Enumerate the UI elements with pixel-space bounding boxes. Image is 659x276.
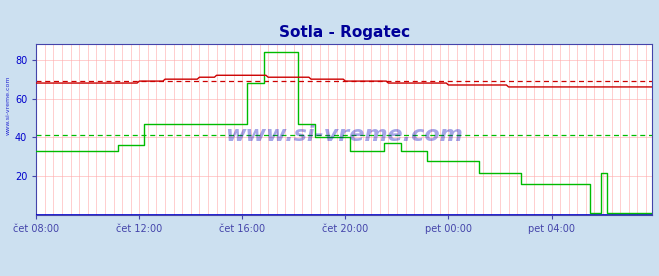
Text: www.si-vreme.com: www.si-vreme.com bbox=[225, 125, 463, 145]
Text: www.si-vreme.com: www.si-vreme.com bbox=[5, 75, 11, 135]
Title: Sotla - Rogatec: Sotla - Rogatec bbox=[279, 25, 410, 40]
